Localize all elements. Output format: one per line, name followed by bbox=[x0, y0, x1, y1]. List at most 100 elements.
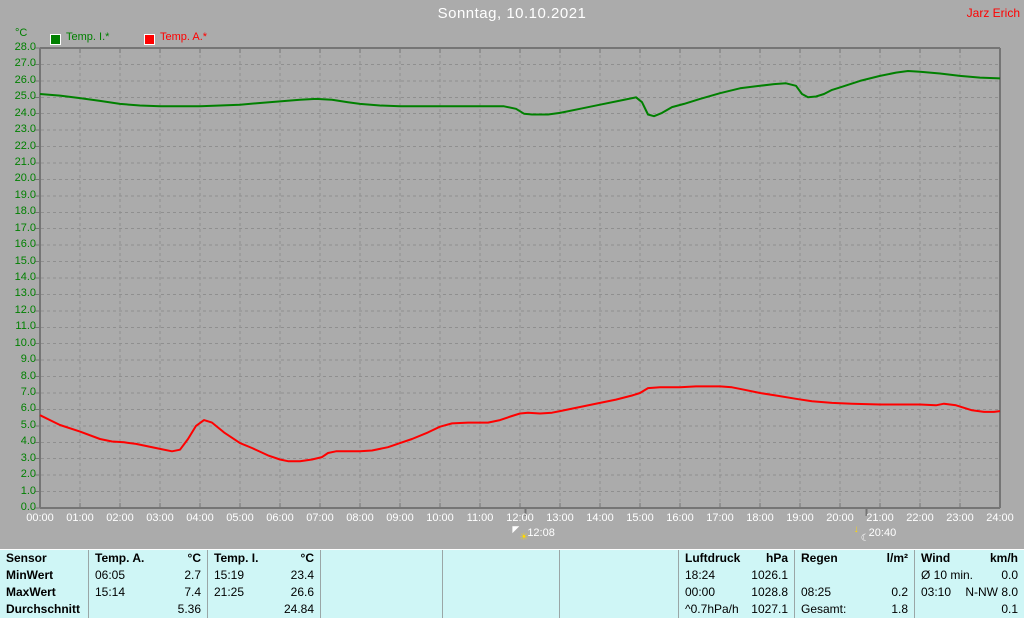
table-row: Luftdruck hPa bbox=[679, 550, 794, 567]
table-row: Wind km/h bbox=[915, 550, 1024, 567]
x-tick-label: 23:00 bbox=[946, 512, 974, 524]
legend-label: Temp. A.* bbox=[160, 31, 208, 43]
table-row-label-column: Sensor MinWert MaxWert Durchschnitt bbox=[0, 550, 88, 618]
table-cell-value: 2.7 bbox=[184, 568, 201, 582]
y-tick-label: 28.0 bbox=[14, 41, 36, 53]
y-tick-label: 18.0 bbox=[14, 205, 36, 218]
column-header: Temp. A. bbox=[95, 551, 145, 565]
table-row: Temp. A. °C bbox=[89, 550, 207, 567]
x-tick-label: 09:00 bbox=[386, 512, 414, 524]
marker-glyph-icon: ☾ bbox=[860, 533, 870, 544]
column-header: Luftdruck bbox=[685, 551, 741, 565]
table-cell-time: 06:05 bbox=[95, 568, 126, 582]
x-tick-label: 04:00 bbox=[186, 512, 214, 524]
column-header: Wind bbox=[921, 551, 951, 565]
y-tick-label: 5.0 bbox=[20, 418, 36, 431]
table-cell-value: 5.36 bbox=[177, 602, 201, 616]
table-cell-value: 0.0 bbox=[1001, 568, 1018, 582]
table-column-luftdruck: Luftdruck hPa 18:24 1026.1 00:00 1028.8 ^0.7hP… bbox=[678, 550, 794, 618]
table-cell-time: 21:25 bbox=[214, 585, 245, 599]
table-cell-value: 24.84 bbox=[283, 602, 314, 616]
y-tick-label: 26.0 bbox=[14, 73, 36, 86]
table-column-empty bbox=[442, 550, 559, 618]
y-tick-label: 19.0 bbox=[14, 188, 36, 201]
x-tick-label: 05:00 bbox=[226, 512, 254, 524]
y-tick-label: 23.0 bbox=[14, 123, 36, 136]
y-tick-label: 7.0 bbox=[20, 386, 36, 398]
table-row-label: MinWert bbox=[6, 568, 54, 582]
x-tick-label: 08:00 bbox=[346, 512, 374, 524]
table-row: ^0.7hPa/h 1027.1 bbox=[679, 601, 794, 618]
x-tick-label: 02:00 bbox=[106, 512, 134, 524]
table-cell-value: N-NW 8.0 bbox=[965, 585, 1018, 599]
table-cell-time: ^0.7hPa/h bbox=[685, 602, 739, 616]
table-cell-value: 1026.1 bbox=[751, 568, 788, 582]
x-tick-label: 01:00 bbox=[66, 512, 94, 524]
table-cell-value: 23.4 bbox=[290, 568, 314, 582]
table-row bbox=[321, 550, 442, 567]
x-tick-label: 19:00 bbox=[786, 512, 814, 524]
legend-label: Temp. I.* bbox=[66, 31, 110, 43]
table-column-temp-a: Temp. A. °C 06:05 2.7 15:14 7.4 5.36 bbox=[88, 550, 207, 618]
y-tick-label: 14.0 bbox=[14, 271, 36, 283]
table-column-temp-i: Temp. I. °C 15:19 23.4 21:25 26.6 24.84 bbox=[207, 550, 320, 618]
table-column-regen: Regen l/m² 08:25 0.2 Gesamt: 1.8 bbox=[794, 550, 914, 618]
table-row: Temp. I. °C bbox=[208, 550, 320, 567]
x-tick-label: 16:00 bbox=[666, 512, 694, 524]
x-tick-label: 00:00 bbox=[26, 512, 54, 524]
table-row: 03:10 N-NW 8.0 bbox=[915, 584, 1024, 601]
table-row bbox=[443, 567, 559, 584]
table-cell-time: Gesamt: bbox=[801, 602, 847, 616]
table-row: Sensor bbox=[0, 550, 88, 567]
table-row: 00:00 1028.8 bbox=[679, 584, 794, 601]
column-header: Temp. I. bbox=[214, 551, 259, 565]
legend-swatch-icon bbox=[50, 34, 61, 45]
y-tick-label: 22.0 bbox=[14, 139, 36, 152]
sun-icon: ◤ ☀ bbox=[512, 524, 528, 543]
table-cell-time: 03:10 bbox=[921, 585, 952, 599]
table-row: Regen l/m² bbox=[795, 550, 914, 567]
x-tick-label: 22:00 bbox=[906, 512, 934, 524]
y-tick-label: 15.0 bbox=[14, 254, 36, 267]
y-tick-label: 25.0 bbox=[14, 90, 36, 103]
y-tick-label: 2.0 bbox=[20, 468, 36, 481]
legend-swatch-icon bbox=[144, 34, 155, 45]
column-unit: hPa bbox=[765, 551, 788, 565]
table-row: MaxWert bbox=[0, 584, 88, 601]
table-row: 5.36 bbox=[89, 601, 207, 618]
y-tick-label: 27.0 bbox=[14, 57, 36, 70]
table-cell-value: 0.1 bbox=[1001, 602, 1018, 616]
table-row bbox=[321, 601, 442, 618]
table-cell-time: 15:19 bbox=[214, 568, 245, 582]
table-row bbox=[795, 567, 914, 584]
page-title: Sonntag, 10.10.2021 bbox=[437, 5, 587, 22]
y-tick-label: 17.0 bbox=[14, 221, 36, 234]
user-name: Jarz Erich bbox=[966, 6, 1020, 20]
x-tick-label: 10:00 bbox=[426, 512, 454, 524]
x-tick-label: 21:00 bbox=[866, 512, 894, 524]
table-row-label: MaxWert bbox=[6, 585, 56, 599]
table-cell-value: 1028.8 bbox=[751, 585, 788, 599]
column-unit: °C bbox=[187, 551, 201, 565]
legend-item: Temp. I.* bbox=[50, 31, 110, 45]
table-row: 21:25 26.6 bbox=[208, 584, 320, 601]
y-tick-label: 9.0 bbox=[20, 353, 36, 366]
y-axis-unit-label: °C bbox=[15, 27, 28, 39]
y-tick-label: 13.0 bbox=[14, 287, 36, 300]
table-row bbox=[560, 584, 678, 601]
table-cell-value: 7.4 bbox=[184, 585, 201, 599]
table-row bbox=[321, 584, 442, 601]
y-tick-label: 20.0 bbox=[14, 172, 36, 185]
column-unit: km/h bbox=[989, 551, 1018, 565]
x-tick-label: 24:00 bbox=[986, 512, 1014, 524]
table-row: 18:24 1026.1 bbox=[679, 567, 794, 584]
y-tick-label: 12.0 bbox=[14, 303, 36, 316]
table-row: 0.1 bbox=[915, 601, 1024, 618]
marker-arrow-icon: ◤ bbox=[512, 524, 520, 534]
x-tick-label: 14:00 bbox=[586, 512, 614, 524]
table-row: 24.84 bbox=[208, 601, 320, 618]
y-tick-label: 10.0 bbox=[14, 336, 36, 349]
table-row: 06:05 2.7 bbox=[89, 567, 207, 584]
moon-icon: ↓ ☾ bbox=[854, 524, 870, 544]
